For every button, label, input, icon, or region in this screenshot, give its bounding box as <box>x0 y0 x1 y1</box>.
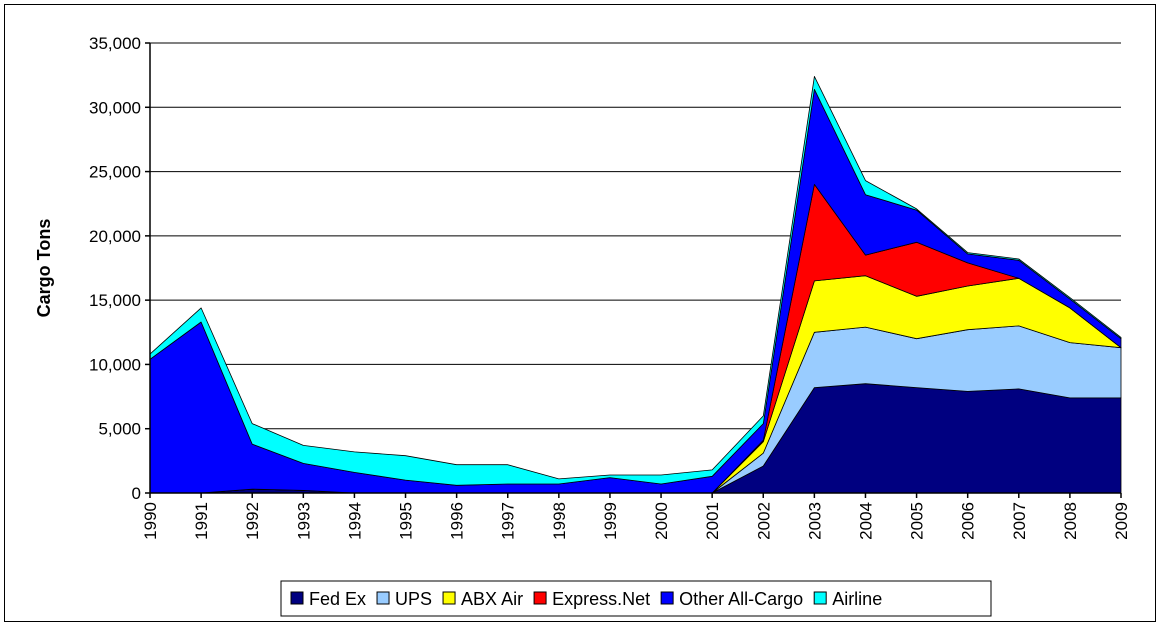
legend-label-5: Airline <box>832 589 882 609</box>
area-series <box>149 76 1122 494</box>
x-tick-label-2: 1992 <box>243 502 262 540</box>
x-tick-label-19: 2009 <box>1112 502 1131 540</box>
x-tick-label-8: 1998 <box>550 502 569 540</box>
x-tick-label-15: 2005 <box>908 502 927 540</box>
x-tick-label-14: 2004 <box>856 502 875 540</box>
y-tick-label-5: 25,000 <box>89 163 141 182</box>
series-area-5 <box>149 76 1122 486</box>
x-tick-label-16: 2006 <box>959 502 978 540</box>
legend-swatch-1 <box>376 591 390 605</box>
x-tick-label-5: 1995 <box>397 502 416 540</box>
x-tick-label-0: 1990 <box>141 502 160 540</box>
legend-label-2: ABX Air <box>461 589 523 609</box>
legend-box <box>280 580 992 617</box>
x-tick-label-6: 1996 <box>448 502 467 540</box>
legend-label-1: UPS <box>395 589 432 609</box>
y-tick-label-7: 35,000 <box>89 34 141 53</box>
x-tick-label-12: 2002 <box>754 502 773 540</box>
y-tick-labels: 0 5,000 10,000 15,000 20,000 25,000 30,000 35,0… <box>89 34 141 503</box>
y-tick-label-2: 10,000 <box>89 355 141 374</box>
y-tick-label-4: 20,000 <box>89 227 141 246</box>
x-tick-labels: 1990 1991 1992 1993 1994 1995 1996 1997 1998 1999… <box>141 502 1131 540</box>
x-tick-label-10: 2000 <box>652 502 671 540</box>
y-tick-label-3: 15,000 <box>89 291 141 310</box>
x-tick-label-11: 2001 <box>703 502 722 540</box>
x-tick-label-3: 1993 <box>294 502 313 540</box>
legend-swatch-5 <box>813 591 827 605</box>
x-tick-label-4: 1994 <box>345 502 364 540</box>
axes <box>145 42 1122 498</box>
x-tick-label-13: 2003 <box>805 502 824 540</box>
y-axis-label: Cargo Tons <box>34 219 54 318</box>
legend-swatch-4 <box>660 591 674 605</box>
y-tick-label-6: 30,000 <box>89 98 141 117</box>
legend-swatch-2 <box>442 591 456 605</box>
y-tick-label-0: 0 <box>132 484 141 503</box>
legend-label-0: Fed Ex <box>309 589 366 609</box>
x-tick-label-18: 2008 <box>1061 502 1080 540</box>
legend: Fed Ex UPS ABX Air Express.Net Other All-Car… <box>280 580 992 617</box>
x-tick-label-7: 1997 <box>499 502 518 540</box>
x-tick-label-1: 1991 <box>192 502 211 540</box>
chart-frame <box>4 4 1156 622</box>
legend-swatch-3 <box>533 591 547 605</box>
legend-swatch-0 <box>290 591 304 605</box>
x-tick-label-9: 1999 <box>601 502 620 540</box>
y-tick-label-1: 5,000 <box>98 420 141 439</box>
x-tick-label-17: 2007 <box>1010 502 1029 540</box>
legend-label-4: Other All-Cargo <box>679 589 803 609</box>
legend-label-3: Express.Net <box>552 589 650 609</box>
